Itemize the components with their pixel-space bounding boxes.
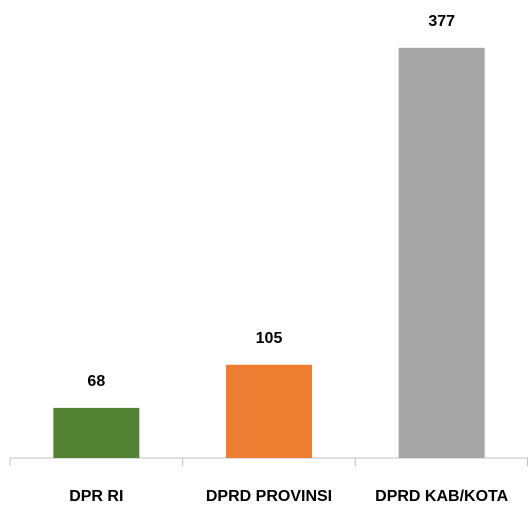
data-label: 68 [87, 373, 105, 390]
x-tick-label: DPR RI [69, 488, 123, 505]
bar [398, 47, 485, 458]
data-label: 377 [428, 13, 455, 30]
x-tick-label: DPRD PROVINSI [206, 488, 332, 505]
x-tick-label: DPRD KAB/KOTA [375, 488, 508, 505]
data-label: 105 [256, 330, 283, 347]
bar [53, 407, 140, 458]
bar [226, 364, 312, 458]
